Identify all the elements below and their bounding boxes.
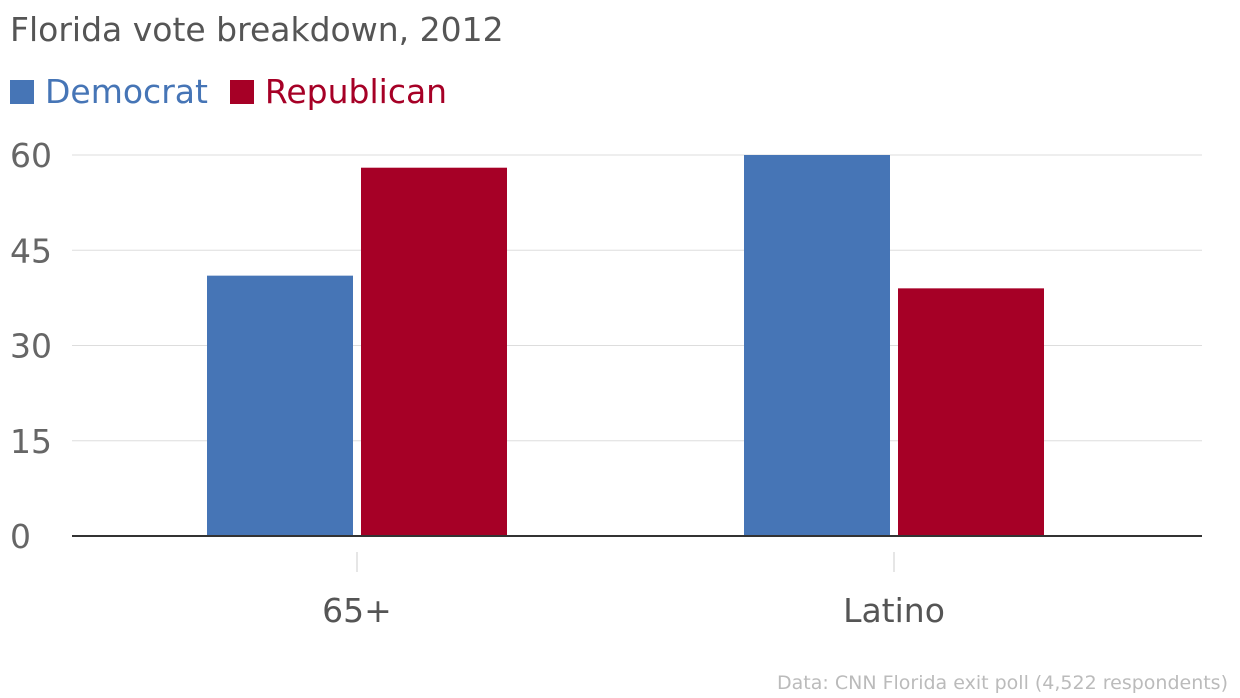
x-tick-label: 65+ xyxy=(322,591,392,630)
y-tick-label: 60 xyxy=(10,136,52,175)
legend-item-republican: Republican xyxy=(229,72,448,111)
chart-title: Florida vote breakdown, 2012 xyxy=(10,10,504,49)
bar-democrat-latino xyxy=(744,155,890,536)
y-tick-label: 45 xyxy=(10,231,52,270)
legend-item-democrat: Democrat xyxy=(10,72,208,111)
y-tick-label: 0 xyxy=(10,517,31,556)
x-tick-label: Latino xyxy=(843,591,945,630)
bar-democrat-65-plus xyxy=(207,275,353,536)
y-tick-label: 30 xyxy=(10,327,52,366)
legend-swatch-republican xyxy=(229,79,254,104)
y-tick-label: 15 xyxy=(10,422,52,461)
legend-label-republican: Republican xyxy=(264,72,448,111)
legend-label-democrat: Democrat xyxy=(45,72,208,111)
legend: Democrat Republican xyxy=(10,72,469,111)
bar-republican-65-plus xyxy=(361,167,507,536)
source-note: Data: CNN Florida exit poll (4,522 respo… xyxy=(777,672,1228,694)
bar-republican-latino xyxy=(898,288,1044,536)
legend-swatch-democrat xyxy=(10,79,34,104)
